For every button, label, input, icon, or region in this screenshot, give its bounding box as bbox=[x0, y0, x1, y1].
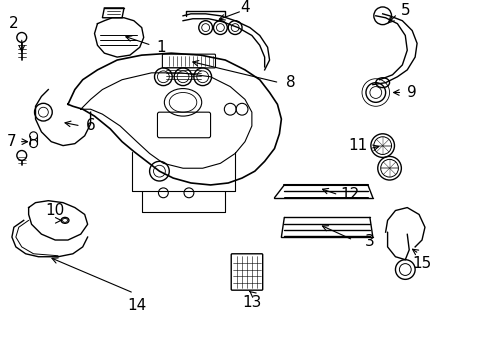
Text: 2: 2 bbox=[9, 16, 19, 31]
Text: 13: 13 bbox=[242, 296, 261, 310]
Text: 12: 12 bbox=[340, 187, 359, 202]
Text: 1: 1 bbox=[156, 40, 166, 55]
Text: 4: 4 bbox=[240, 0, 249, 15]
Text: 7: 7 bbox=[7, 134, 17, 149]
Text: 8: 8 bbox=[286, 75, 295, 90]
Text: 3: 3 bbox=[364, 234, 374, 249]
Text: 15: 15 bbox=[411, 256, 431, 271]
Text: 14: 14 bbox=[127, 298, 146, 314]
Text: 5: 5 bbox=[400, 3, 409, 18]
Text: 9: 9 bbox=[407, 85, 416, 100]
Text: 11: 11 bbox=[348, 138, 367, 153]
Text: 6: 6 bbox=[85, 118, 95, 134]
Text: 10: 10 bbox=[45, 203, 65, 218]
